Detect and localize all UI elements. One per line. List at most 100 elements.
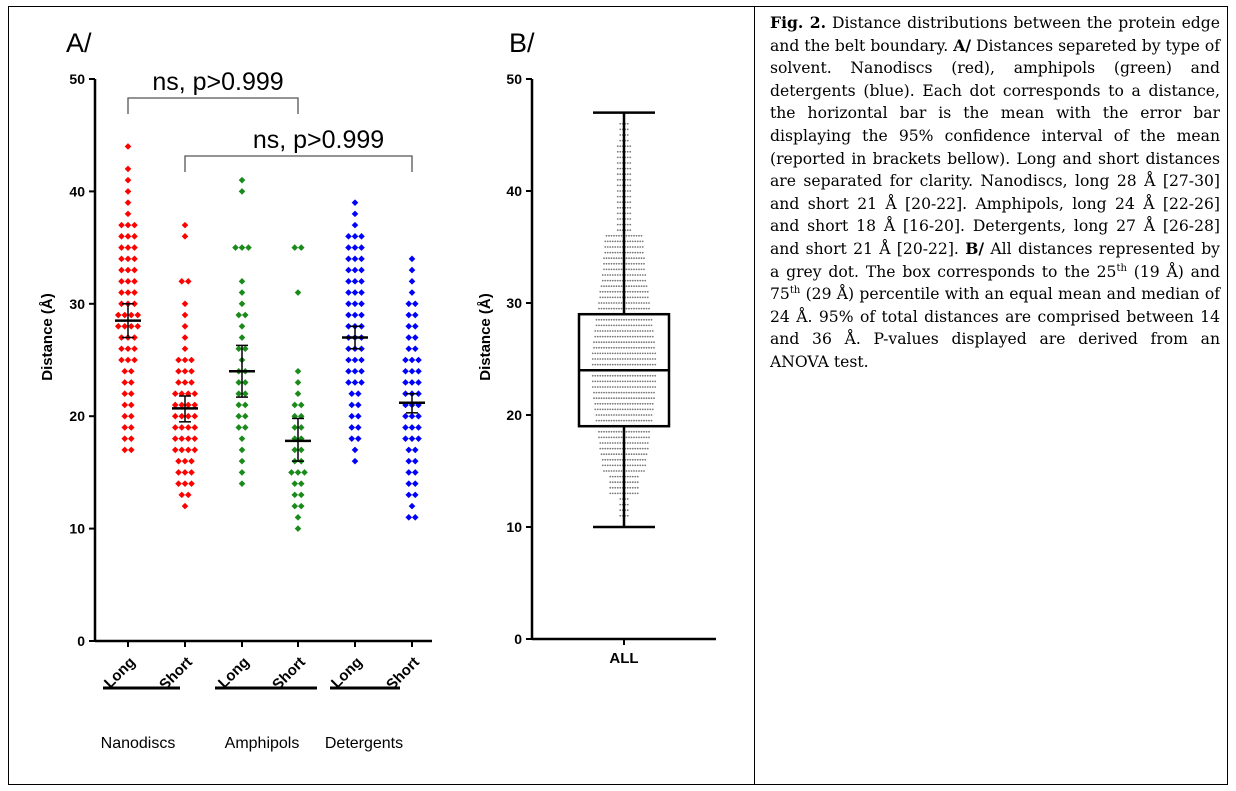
chart-b-y-tick-label: 0 — [514, 631, 522, 647]
data-point — [626, 363, 629, 366]
data-point — [644, 374, 647, 377]
data-point — [626, 223, 629, 226]
data-point — [635, 346, 638, 349]
data-point — [351, 199, 359, 206]
data-point — [604, 335, 607, 338]
data-point — [598, 302, 600, 304]
data-point — [604, 408, 607, 411]
data-point — [646, 296, 649, 299]
data-point — [638, 419, 640, 422]
data-point — [291, 446, 299, 454]
data-point — [611, 486, 614, 489]
data-point — [640, 262, 643, 265]
data-point — [601, 279, 604, 282]
data-point — [651, 380, 654, 383]
data-point — [635, 391, 638, 394]
data-point — [611, 274, 614, 276]
data-point — [646, 374, 649, 377]
data-point — [605, 430, 608, 433]
data-point — [620, 470, 623, 472]
data-point — [601, 447, 604, 450]
data-point — [181, 300, 189, 308]
data-point — [619, 206, 622, 209]
data-point — [628, 307, 630, 310]
figure-frame — [8, 6, 1228, 785]
chart-a-y-tick-label: 20 — [69, 408, 85, 424]
data-point — [626, 296, 629, 299]
data-point — [613, 346, 615, 349]
data-point — [238, 278, 246, 285]
data-point — [609, 274, 612, 276]
data-point — [648, 307, 650, 310]
data-point — [636, 290, 639, 293]
data-point — [241, 311, 249, 319]
data-point — [638, 341, 640, 344]
data-point — [641, 380, 644, 383]
data-point — [601, 408, 604, 411]
data-point — [616, 335, 619, 338]
data-point — [648, 414, 650, 416]
data-point — [625, 430, 628, 433]
data-point — [131, 221, 138, 229]
data-point — [626, 206, 629, 209]
data-point — [605, 419, 608, 422]
data-point — [640, 430, 643, 433]
chart-a-y-tick-label: 0 — [77, 633, 85, 649]
data-point — [634, 408, 637, 411]
data-point — [629, 296, 632, 299]
data-point — [625, 318, 628, 321]
comparison-bracket — [127, 97, 299, 114]
data-point — [626, 190, 629, 192]
data-point — [631, 363, 634, 366]
data-point — [639, 442, 642, 444]
data-point — [626, 290, 629, 293]
data-point — [348, 401, 356, 409]
data-point — [601, 290, 604, 293]
data-point — [596, 330, 599, 332]
data-point — [640, 419, 643, 422]
data-point — [625, 234, 628, 237]
data-point — [621, 335, 624, 338]
data-point — [118, 233, 125, 240]
data-point — [640, 391, 643, 394]
data-point — [591, 352, 594, 355]
data-point — [610, 268, 613, 271]
data-point — [631, 386, 634, 388]
data-point — [408, 412, 416, 420]
data-point — [614, 408, 617, 411]
data-point — [649, 358, 652, 360]
data-point — [599, 335, 602, 338]
data-point — [619, 190, 622, 192]
data-point — [620, 234, 623, 237]
data-point — [626, 212, 629, 215]
data-point — [613, 414, 615, 416]
data-point — [639, 464, 642, 467]
data-point — [639, 386, 642, 388]
data-point — [608, 318, 610, 321]
data-point — [629, 184, 632, 187]
data-point — [630, 262, 633, 265]
data-point — [648, 346, 650, 349]
data-point — [611, 335, 614, 338]
data-point — [297, 424, 305, 431]
data-point — [191, 424, 199, 431]
data-point — [600, 436, 603, 439]
data-point — [345, 345, 352, 353]
data-point — [635, 285, 638, 288]
data-point — [614, 335, 617, 338]
chart-a-y-tick-label: 30 — [69, 296, 85, 312]
data-point — [181, 469, 189, 476]
data-point — [635, 302, 638, 304]
data-point — [601, 330, 604, 332]
data-point — [618, 391, 620, 394]
data-point — [124, 210, 132, 218]
data-point — [626, 139, 629, 142]
data-point — [121, 322, 129, 330]
data-point — [626, 240, 629, 243]
data-point — [601, 274, 604, 276]
data-point — [611, 363, 614, 366]
data-point — [630, 285, 633, 288]
data-point — [616, 251, 619, 254]
data-point — [621, 374, 624, 377]
data-point — [619, 374, 622, 377]
